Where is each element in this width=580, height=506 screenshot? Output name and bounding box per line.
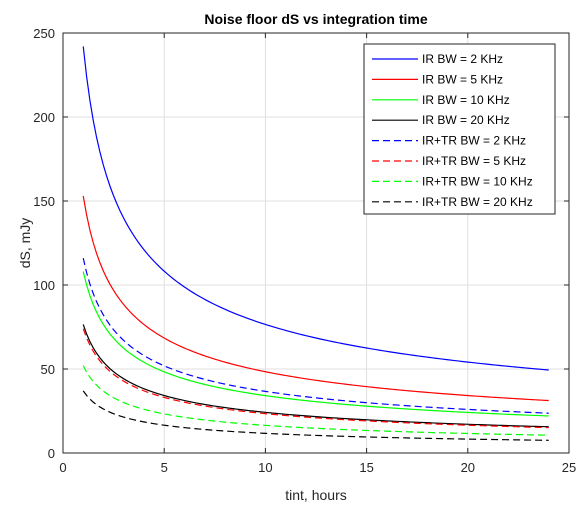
series-line-1 bbox=[82, 46, 549, 371]
x-tick-label: 10 bbox=[258, 460, 272, 475]
series-line-3 bbox=[82, 271, 549, 417]
legend-label: IR+TR BW = 2 KHz bbox=[422, 134, 526, 148]
y-axis-label: dS, mJy bbox=[17, 218, 33, 269]
x-axis-label: tint, hours bbox=[285, 487, 346, 503]
series-line-6 bbox=[82, 328, 549, 429]
legend-box bbox=[363, 43, 556, 215]
series-line-7 bbox=[82, 365, 549, 436]
x-tick-label: 5 bbox=[161, 460, 168, 475]
series-line-8 bbox=[82, 390, 549, 441]
legend-label: IR+TR BW = 10 KHz bbox=[422, 174, 533, 188]
legend-label: IR BW = 20 KHz bbox=[422, 113, 510, 127]
x-axis-ticks: 0 5 10 15 20 25 bbox=[59, 33, 576, 475]
y-tick-label: 150 bbox=[33, 194, 55, 209]
y-tick-label: 250 bbox=[33, 26, 55, 41]
legend: IR BW = 2 KHz IR BW = 5 KHz IR BW = 10 KHz… bbox=[363, 43, 556, 215]
x-tick-label: 20 bbox=[461, 460, 475, 475]
x-tick-label: 0 bbox=[59, 460, 66, 475]
legend-label: IR BW = 10 KHz bbox=[422, 93, 510, 107]
x-tick-label: 15 bbox=[359, 460, 373, 475]
series-layer bbox=[82, 46, 549, 441]
y-axis-ticks: 0 50 100 150 200 250 bbox=[33, 26, 569, 461]
x-tick-label: 25 bbox=[562, 460, 576, 475]
legend-label: IR+TR BW = 20 KHz bbox=[422, 195, 533, 209]
legend-label: IR BW = 2 KHz bbox=[422, 52, 503, 66]
y-tick-label: 0 bbox=[48, 446, 55, 461]
series-line-5 bbox=[82, 257, 549, 414]
plot-frame bbox=[62, 32, 570, 454]
y-tick-label: 100 bbox=[33, 278, 55, 293]
legend-label: IR+TR BW = 5 KHz bbox=[422, 154, 526, 168]
y-tick-label: 50 bbox=[41, 362, 55, 377]
y-tick-label: 200 bbox=[33, 110, 55, 125]
series-line-2 bbox=[82, 195, 549, 402]
chart-title: Noise floor dS vs integration time bbox=[204, 11, 427, 27]
series-line-4 bbox=[82, 324, 549, 428]
legend-label: IR BW = 5 KHz bbox=[422, 72, 503, 86]
